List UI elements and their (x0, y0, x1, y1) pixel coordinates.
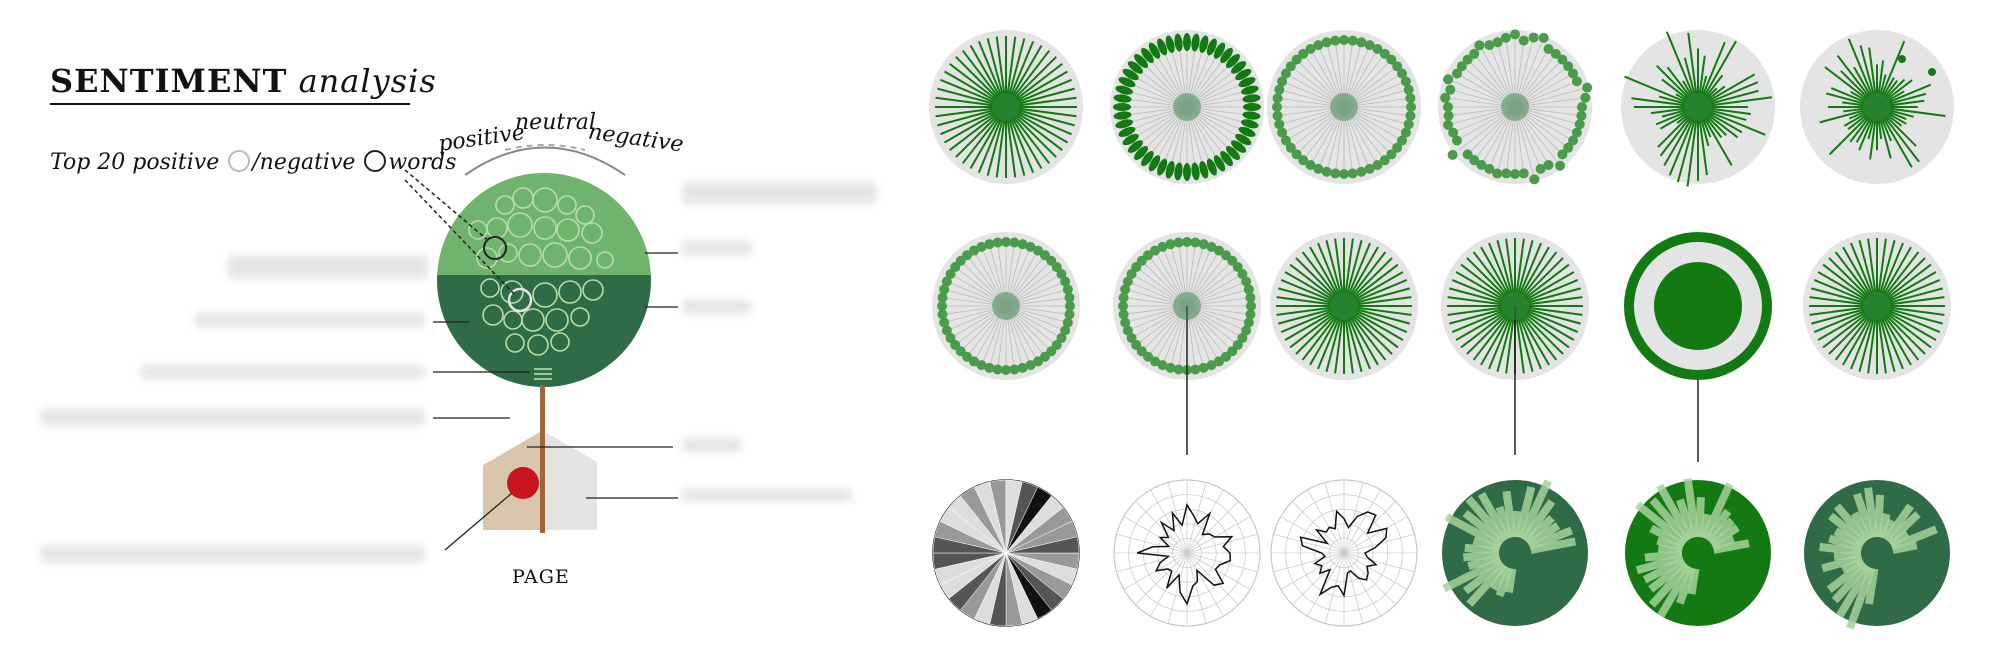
gauge-label-neutral: neutral (515, 110, 596, 135)
thumbnail-petal-ring (1110, 30, 1264, 184)
thumbnail-dot-ring (1267, 30, 1421, 184)
page-label: PAGE (512, 566, 570, 588)
trunk (540, 385, 545, 533)
title-word-analysis: analysis (298, 62, 437, 100)
negative-circle-icon (364, 150, 387, 172)
thumbnail-radial-lines (1803, 232, 1951, 380)
blurred-annotation (682, 182, 877, 204)
thumbnail-radial-bars-dark (1442, 479, 1588, 626)
thumbnail-radial-lines (1270, 232, 1418, 380)
legend-middle: /negative (252, 150, 356, 175)
gauge-label-negative: negative (586, 119, 685, 158)
thumbnail-dot-ring-stem (1113, 232, 1261, 455)
title-underline (50, 103, 410, 105)
thumbnail-radial-lines-dots (1800, 30, 1954, 184)
thumbnail-solid-disc-ring (1624, 232, 1772, 462)
blurred-annotation (682, 488, 852, 502)
house-left (483, 432, 540, 530)
positive-circle-icon (228, 150, 251, 172)
gauge-label-positive: positive (436, 120, 527, 157)
thumbnail-dot-ring (932, 232, 1080, 380)
red-marker (507, 467, 539, 499)
thumbnail-dot-ring-scattered (1438, 29, 1593, 185)
blurred-annotation (195, 312, 425, 328)
blurred-annotation (228, 255, 428, 279)
title-word-sentiment: SENTIMENT (50, 62, 288, 100)
blurred-annotation (140, 365, 425, 379)
thumbnail-radar-outline (1270, 479, 1418, 627)
thumbnail-radial-lines (929, 30, 1083, 184)
blurred-annotation (682, 300, 752, 314)
connector-lines (433, 252, 678, 551)
thumbnail-radial-lines-stem (1441, 232, 1589, 455)
diagram-title: SENTIMENT analysis (50, 62, 437, 100)
gauge-arc (464, 146, 626, 176)
canopy (437, 173, 651, 387)
blurred-annotation (40, 408, 425, 426)
thumbnail-radar-outline (1113, 479, 1261, 627)
highlighted-negative-word (483, 236, 507, 260)
pointer-negative (404, 169, 491, 243)
legend-text: Top 20 positive /negative words (50, 150, 456, 175)
blurred-annotation (40, 545, 425, 563)
highlighted-positive-word (507, 287, 533, 313)
thumbnail-grey-sectors (932, 479, 1080, 627)
thumbnail-radial-bars-bright (1625, 478, 1771, 626)
thumbnail-irregular-lines (1621, 30, 1775, 187)
thumbnail-radial-bars-dark (1804, 480, 1950, 630)
blurred-annotation (682, 240, 752, 256)
house-right (545, 432, 597, 530)
legend-prefix: Top 20 positive (50, 150, 220, 175)
blurred-annotation (682, 438, 742, 452)
word-bubbles (468, 187, 614, 356)
